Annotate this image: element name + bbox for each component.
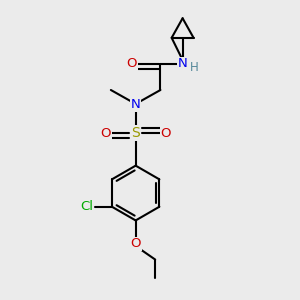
Text: O: O xyxy=(160,127,171,140)
Text: H: H xyxy=(190,61,199,74)
Text: S: S xyxy=(131,126,140,140)
Text: O: O xyxy=(127,57,137,70)
Text: O: O xyxy=(130,237,141,250)
Text: O: O xyxy=(100,127,111,140)
Text: N: N xyxy=(131,98,140,111)
Text: Cl: Cl xyxy=(81,200,94,213)
Text: N: N xyxy=(178,57,188,70)
